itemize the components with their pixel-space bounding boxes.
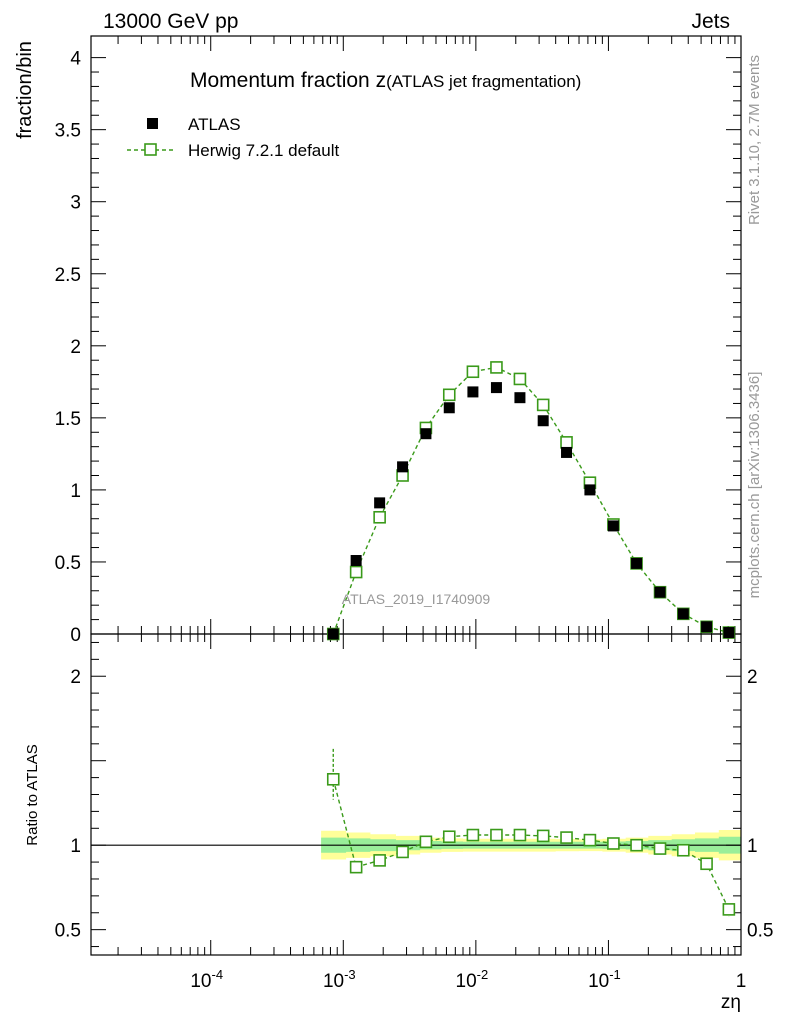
mcplots-reference-label: mcplots.cern.ch [arXiv:1306.3436] [746,372,763,599]
herwig-point-ratio [442,830,456,844]
analysis-watermark: ATLAS_2019_I1740909 [342,591,491,607]
y-axis-label-main: fraction/bin [14,41,36,139]
atlas-point [677,608,689,620]
chart-title: Momentum fraction z(ATLAS jet fragmentat… [190,69,581,92]
x-tick-label: 10-4 [190,967,223,992]
legend-label-herwig: Herwig 7.2.1 default [188,141,339,160]
herwig-point-ratio [630,838,643,852]
y-tick-label-ratio: 1 [70,836,81,857]
chart-title-main: Momentum fraction z [190,69,386,92]
herwig-point-main [513,372,527,386]
herwig-point-ratio [326,772,340,786]
atlas-point [327,628,339,640]
atlas-point [397,461,409,473]
chart-title-sub: (ATLAS jet fragmentation) [386,72,581,91]
y-tick-label-main: 3 [70,193,81,214]
herwig-point-main [536,398,550,412]
atlas-point [631,557,643,569]
herwig-point-ratio [490,828,503,842]
y-tick-label-ratio-right: 1 [747,836,758,857]
herwig-point-ratio [419,835,433,849]
legend: ATLAS Herwig 7.2.1 default [127,115,339,160]
y-tick-label-main: 0 [70,625,81,646]
herwig-point-ratio [676,843,690,857]
x-tick-label: 1 [736,971,747,992]
herwig-point-ratio [653,842,667,855]
x-tick-label: 10-3 [323,967,356,992]
atlas-point [514,392,526,404]
y-tick-label-ratio: 2 [70,667,81,688]
herwig-point-main [442,388,456,402]
y-tick-label-main: 2 [70,337,81,358]
y-tick-label-main: 1 [70,481,81,502]
header-right-label: Jets [691,10,730,33]
herwig-point-ratio [722,903,736,916]
herwig-point-ratio [560,831,573,844]
atlas-point [420,428,432,440]
atlas-point [537,415,549,427]
x-tick-label: 10-1 [588,967,621,992]
herwig-point-ratio [583,833,597,847]
y-tick-label-main: 2.5 [55,265,81,286]
y-tick-label-main: 0.5 [55,553,81,574]
herwig-point-ratio [373,854,386,867]
herwig-point-ratio [513,828,527,842]
atlas-point [443,402,455,414]
y-tick-label-ratio-right: 2 [747,667,758,688]
atlas-point [490,382,502,394]
herwig-point-ratio [607,837,620,850]
x-axis-label: zη [721,992,741,1013]
header-left-label: 13000 GeV pp [103,10,238,33]
y-tick-label-main: 3.5 [55,121,81,142]
ratio-plot-frame [90,633,742,956]
herwig-point-main [466,365,480,379]
plot-frames [90,35,742,956]
y-tick-label-ratio-right: 0.5 [747,921,773,942]
herwig-point-ratio [396,845,409,859]
atlas-point [607,520,619,532]
herwig-point-main [490,361,503,374]
herwig-point-ratio [349,860,363,874]
herwig-point-ratio [466,828,480,842]
legend-marker-atlas [147,118,158,129]
herwig-point-main [373,510,386,524]
atlas-point [584,484,596,496]
y-tick-label-ratio: 0.5 [55,921,81,942]
y-tick-label-main: 4 [70,49,81,70]
axis-ticks: 10-4 10-3 10-2 10-1 1 0 0.5 1 1.5 2 2.5 3 3.5 4 0.5 0.5… [55,36,773,992]
legend-marker-herwig [144,143,157,156]
data-series [326,361,736,917]
y-tick-label-main: 1.5 [55,409,81,430]
atlas-point [467,386,479,398]
legend-label-atlas: ATLAS [188,115,241,134]
herwig-point-main [349,565,363,579]
atlas-point [654,586,666,598]
atlas-point [374,497,386,509]
herwig-point-main [560,436,573,449]
herwig-point-ratio [700,857,713,871]
herwig-point-ratio [536,829,550,843]
x-tick-label: 10-2 [456,967,489,992]
rivet-version-label: Rivet 3.1.10, 2.7M events [746,55,763,225]
atlas-point [561,446,573,458]
y-axis-label-ratio: Ratio to ATLAS [24,744,41,845]
atlas-point [723,627,735,639]
atlas-point [350,555,362,567]
atlas-point [701,621,713,633]
